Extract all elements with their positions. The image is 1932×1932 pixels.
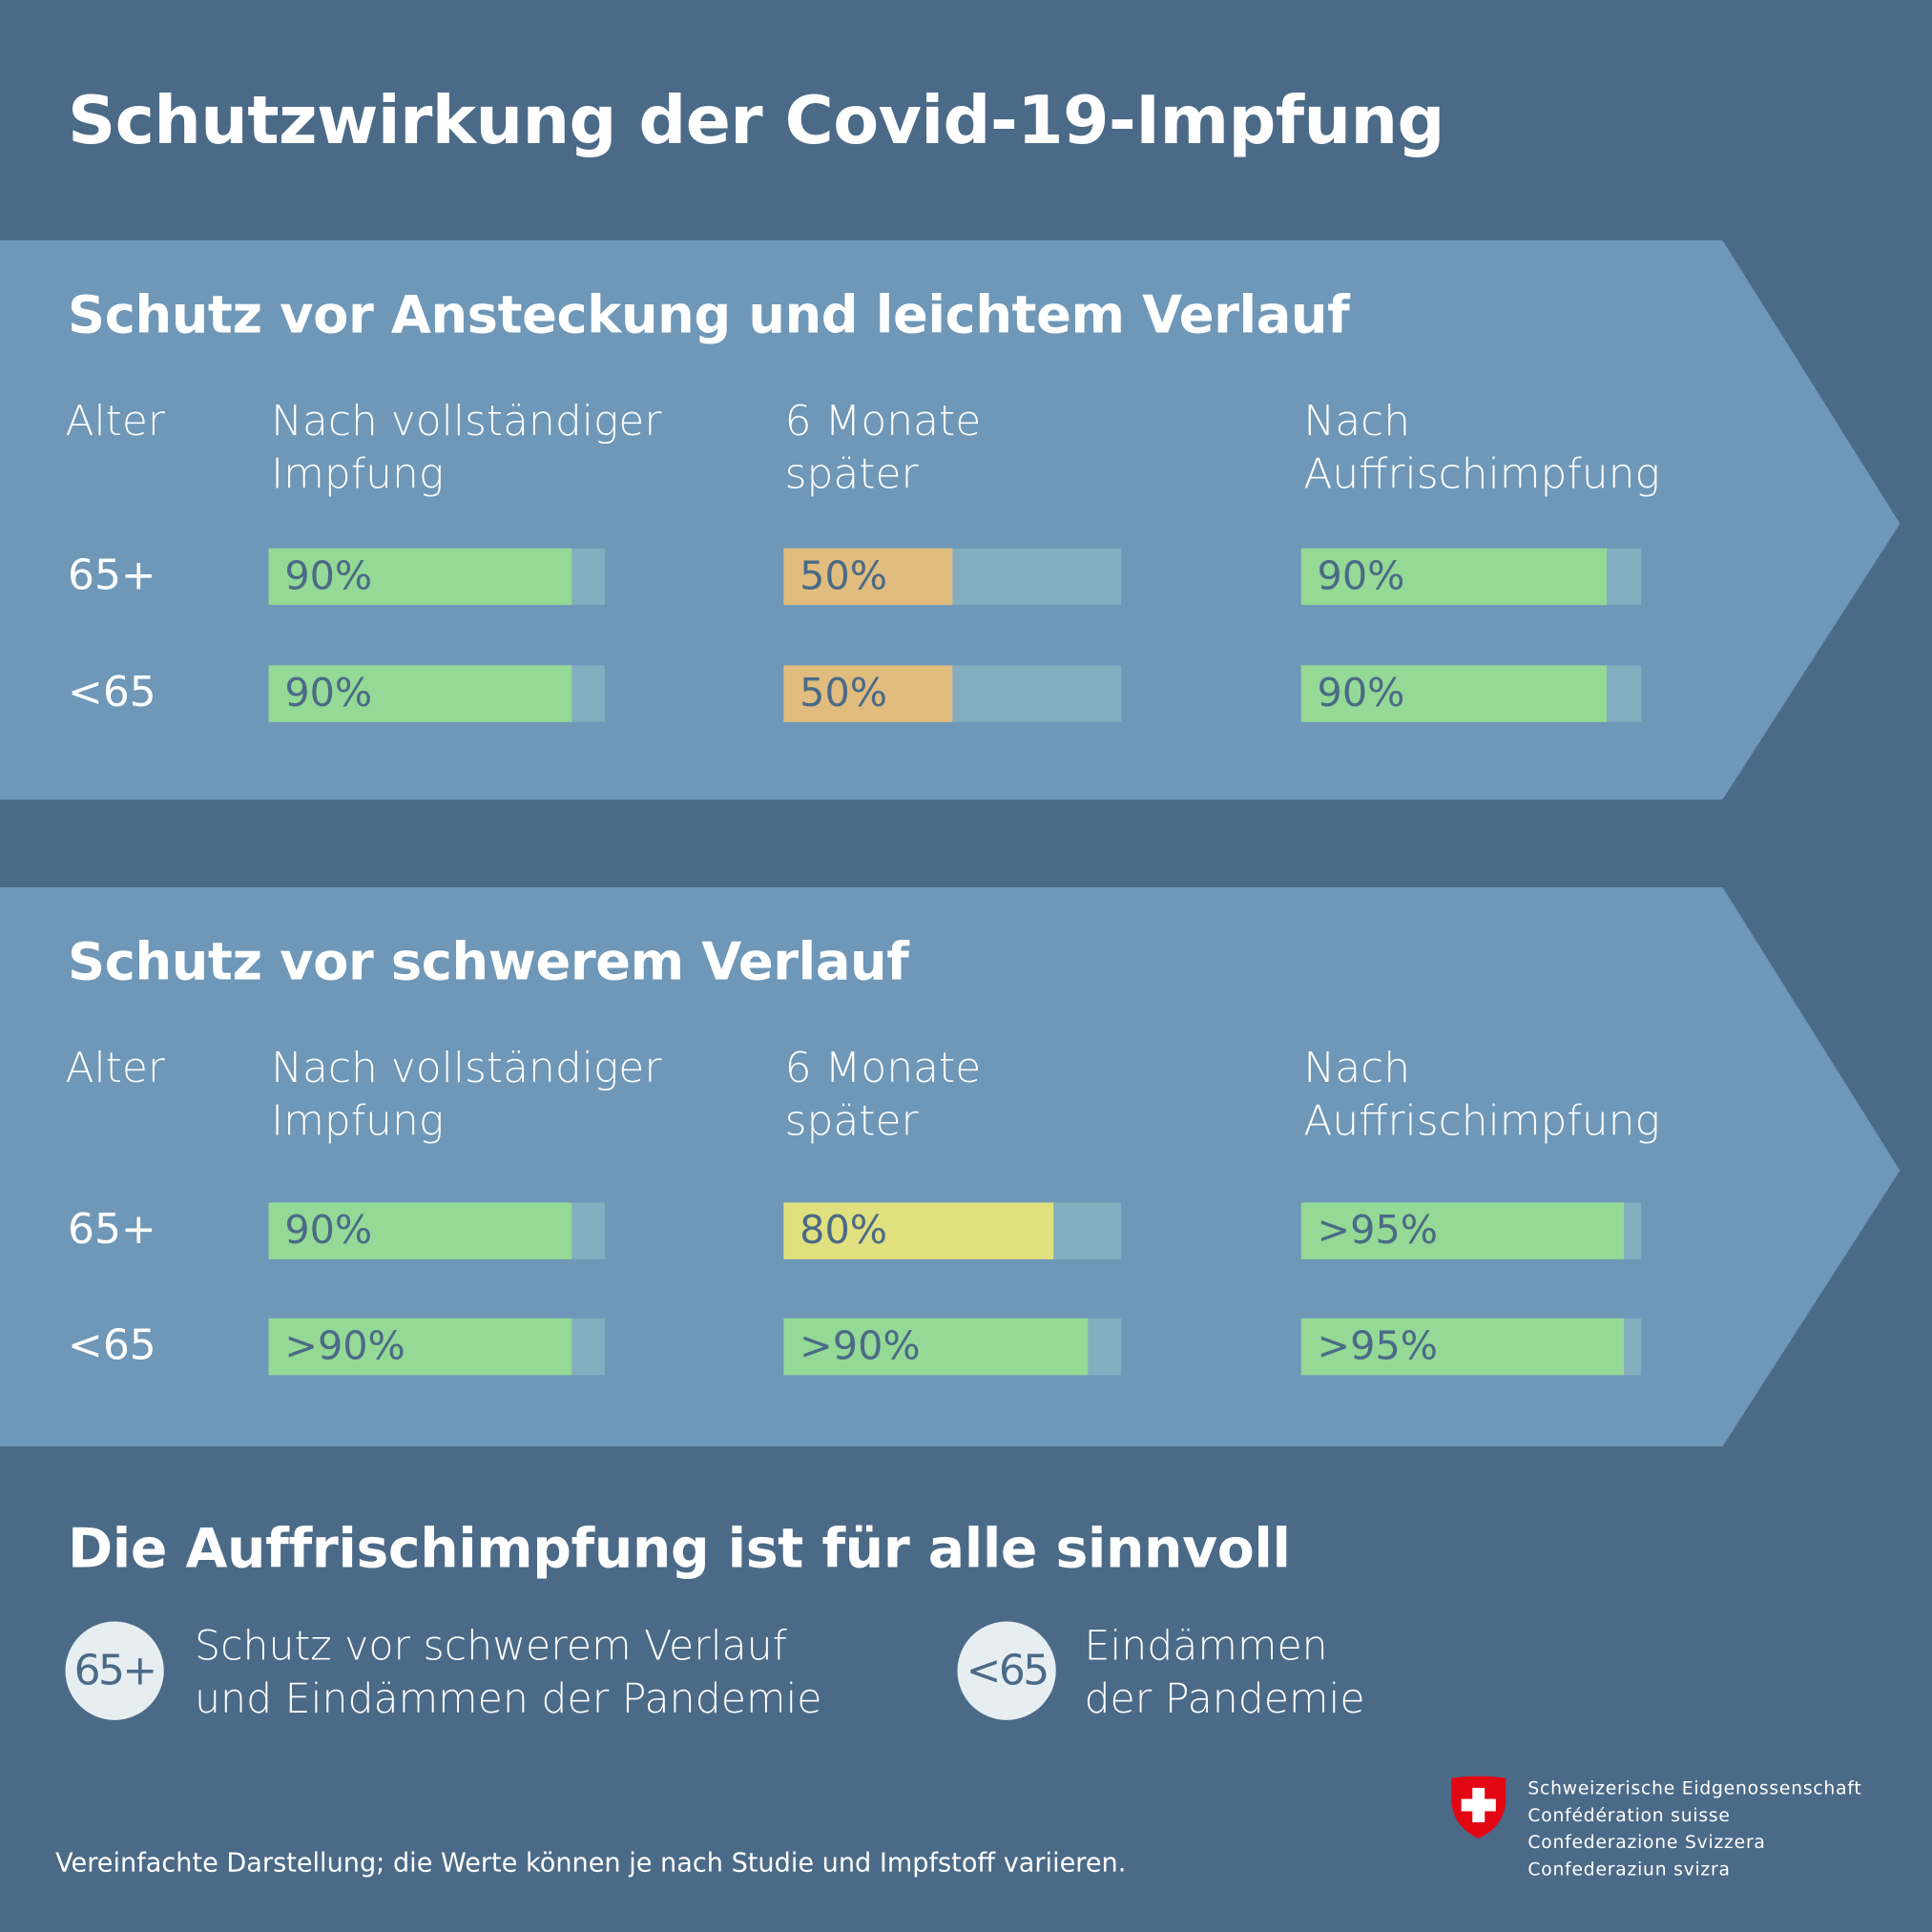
protection-bar: 80% [783, 1202, 1122, 1259]
protection-bar-fill [268, 665, 571, 722]
section-band: Schutz vor Ansteckung und leichtem Verla… [0, 239, 1903, 800]
protection-bar: 90% [1300, 665, 1642, 722]
column-header: Nach vollständiger Impfung [271, 396, 662, 500]
section-heading: Schutz vor schwerem Verlauf [68, 931, 909, 992]
arrow-band-shape [0, 239, 1901, 800]
protection-value: 90% [1317, 551, 1405, 599]
protection-value: >95% [1317, 1321, 1439, 1369]
federal-logo-text: Schweizerische Eidgenossenschaft Confédé… [1527, 1776, 1861, 1884]
protection-bar: 90% [268, 665, 606, 722]
protection-value: 50% [800, 669, 888, 717]
protection-bar-fill [268, 1318, 571, 1376]
protection-bar: >90% [783, 1318, 1122, 1376]
section-band: Schutz vor schwerem Verlauf Alter Nach vol… [0, 886, 1903, 1447]
protection-bar-fill [783, 665, 953, 722]
logo-line: Confédération suisse [1527, 1806, 1731, 1826]
protection-value: 90% [284, 669, 373, 717]
age-badge-under65: <65 [957, 1621, 1056, 1720]
booster-text-under65: Eindämmen der Pandemie [1084, 1621, 1365, 1723]
section-heading: Schutz vor Ansteckung und leichtem Verla… [68, 284, 1350, 345]
protection-bar: 50% [783, 665, 1122, 722]
protection-bar: 90% [1300, 548, 1642, 606]
footnote: Vereinfachte Darstellung; die Werte könn… [55, 1848, 1127, 1879]
age-column-header: Alter [65, 396, 165, 447]
swiss-shield-icon [1451, 1776, 1506, 1839]
protection-value: 80% [800, 1206, 888, 1254]
column-header: Nach Auffrischimpfung [1303, 396, 1660, 500]
protection-bar-fill [783, 548, 953, 606]
arrow-band-shape [0, 886, 1901, 1447]
protection-bar-fill [783, 1202, 1054, 1259]
protection-bar: >95% [1300, 1202, 1642, 1259]
protection-bar: >95% [1300, 1318, 1642, 1376]
column-header: Nach Auffrischimpfung [1303, 1043, 1660, 1147]
age-badge-65plus: 65+ [65, 1621, 164, 1720]
booster-heading: Die Auffrischimpfung ist für alle sinnvo… [68, 1518, 1291, 1581]
column-header: Nach vollständiger Impfung [271, 1043, 662, 1147]
booster-text-65plus: Schutz vor schwerem Verlauf und Eindämme… [195, 1621, 822, 1723]
protection-bar-fill [1300, 548, 1608, 606]
column-header: 6 Monate später [784, 396, 982, 500]
protection-bar-fill [783, 1318, 1088, 1376]
age-column-header: Alter [65, 1043, 165, 1093]
column-header: 6 Monate später [784, 1043, 982, 1147]
protection-bar-fill [1300, 1202, 1625, 1259]
protection-bar: >90% [268, 1318, 606, 1376]
page-title: Schutzwirkung der Covid-19-Impfung [68, 81, 1444, 159]
protection-value: 90% [284, 551, 373, 599]
protection-bar-fill [268, 1202, 571, 1259]
protection-value: >90% [284, 1321, 405, 1369]
protection-bar: 90% [268, 1202, 606, 1259]
protection-value: 90% [1317, 669, 1405, 717]
logo-line: Confederazione Svizzera [1527, 1833, 1766, 1854]
protection-value: >95% [1317, 1206, 1439, 1254]
protection-bar-fill [1300, 665, 1608, 722]
protection-value: >90% [800, 1321, 921, 1369]
age-label: 65+ [68, 1205, 156, 1255]
protection-bar: 50% [783, 548, 1122, 606]
logo-line: Schweizerische Eidgenossenschaft [1527, 1778, 1862, 1799]
age-label: <65 [68, 667, 156, 717]
age-label: 65+ [68, 551, 156, 600]
protection-bar-fill [1300, 1318, 1625, 1376]
logo-line: Confederaziun svizra [1527, 1860, 1731, 1880]
protection-bar-fill [268, 548, 571, 606]
protection-value: 50% [800, 551, 888, 599]
age-label: <65 [68, 1320, 156, 1371]
protection-value: 90% [284, 1206, 373, 1254]
protection-bar: 90% [268, 548, 606, 606]
